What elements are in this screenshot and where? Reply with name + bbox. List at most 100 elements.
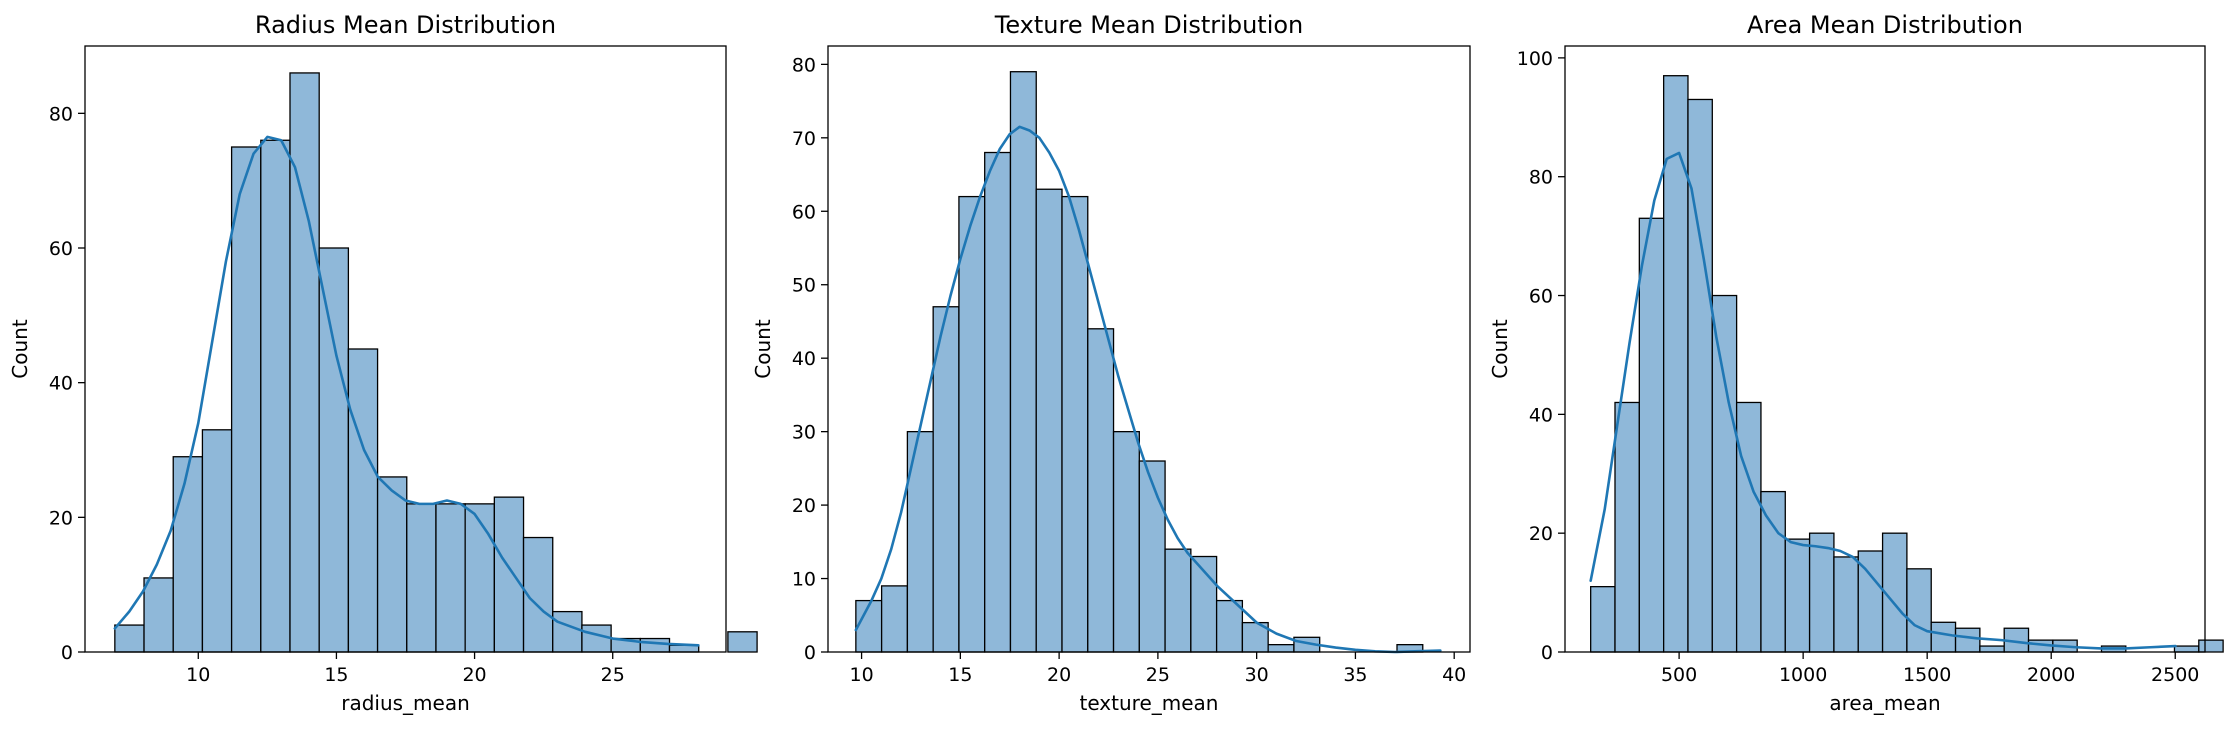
histogram-bar <box>1138 460 1166 653</box>
histogram-bar <box>1687 98 1713 653</box>
x-axis-label: radius_mean <box>341 691 470 715</box>
histogram-bar <box>1112 430 1140 653</box>
y-tick-label: 20 <box>49 507 73 529</box>
y-tick-label: 40 <box>1529 404 1553 426</box>
histogram-bar <box>1061 195 1089 653</box>
histogram-bar <box>1711 294 1738 653</box>
histogram-bar <box>1979 645 2005 653</box>
y-tick-label: 40 <box>792 348 816 370</box>
histogram-bar <box>1930 621 1957 653</box>
x-tick-label: 10 <box>849 664 873 686</box>
histogram-bar <box>1638 217 1665 653</box>
histogram-bar <box>1614 401 1640 653</box>
y-axis-label: Count <box>751 319 775 379</box>
histogram-bar <box>1760 490 1786 653</box>
histogram-bar <box>2198 639 2224 653</box>
x-tick-label: 15 <box>948 664 972 686</box>
histogram-bar <box>201 429 233 653</box>
histogram-bar <box>230 146 262 653</box>
x-tick-label: 40 <box>1442 664 1466 686</box>
histogram-bar <box>376 476 408 653</box>
axes-frame <box>1564 45 2206 653</box>
histogram-bar <box>493 496 525 653</box>
y-tick-label: 80 <box>1529 167 1553 189</box>
x-axis-label: area_mean <box>1829 691 1940 715</box>
y-tick-label: 60 <box>792 201 816 223</box>
histogram-bar <box>1164 548 1192 653</box>
histogram-bar <box>347 348 379 653</box>
y-tick-label: 80 <box>792 54 816 76</box>
histogram-bar <box>464 503 496 653</box>
x-tick-label: 35 <box>1343 664 1367 686</box>
y-tick-label: 0 <box>61 642 73 664</box>
histogram-bar <box>932 306 960 653</box>
histogram-bar <box>1267 644 1295 653</box>
histogram-bar <box>1735 401 1762 653</box>
chart-title: Texture Mean Distribution <box>994 11 1304 39</box>
chart-title: Radius Mean Distribution <box>255 11 556 39</box>
axes-frame <box>827 45 1471 653</box>
histogram-bar <box>260 139 291 653</box>
kde-curve <box>854 125 1442 654</box>
histogram-bar <box>172 456 204 653</box>
histogram-bar <box>2173 645 2200 653</box>
x-axis-label: texture_mean <box>1080 691 1219 715</box>
y-tick-label: 30 <box>792 422 816 444</box>
x-tick-label: 1000 <box>1779 664 1827 686</box>
histogram-bar <box>1662 75 1689 653</box>
x-tick-label: 10 <box>186 664 210 686</box>
y-tick-label: 0 <box>1541 642 1553 664</box>
histogram-bar <box>581 624 612 653</box>
x-tick-label: 25 <box>1146 664 1170 686</box>
histogram-bar <box>1035 188 1063 653</box>
histogram-bar <box>114 624 145 653</box>
radius-mean-histogram: 10 15 20 25 0 20 40 60 80 Radius Mean Distributio… <box>8 11 758 715</box>
histogram-bar <box>1808 532 1835 653</box>
x-tick-label: 2500 <box>2151 664 2199 686</box>
histogram-bar <box>435 503 466 653</box>
y-tick-label: 80 <box>49 103 73 125</box>
histogram-bar <box>1087 328 1115 653</box>
y-tick-label: 10 <box>792 569 816 591</box>
texture-mean-histogram: 10 15 20 25 30 35 40 0 10 20 30 40 50 60 70 80 Texture M… <box>751 11 1471 715</box>
histogram-bar <box>958 195 986 653</box>
histogram-bar <box>552 610 583 653</box>
x-tick-label: 500 <box>1661 664 1697 686</box>
histogram-bar <box>406 503 437 653</box>
histogram-bar <box>639 637 671 653</box>
histogram-bar <box>1954 627 1981 653</box>
y-tick-label: 20 <box>1529 523 1553 545</box>
histogram-bar <box>1833 556 1859 653</box>
y-tick-label: 60 <box>1529 286 1553 308</box>
histogram-bar <box>1215 599 1244 653</box>
y-axis-label: Count <box>1488 319 1512 379</box>
x-tick-label: 20 <box>462 664 486 686</box>
histogram-bar <box>1906 568 1932 653</box>
x-tick-label: 15 <box>324 664 348 686</box>
y-tick-label: 70 <box>792 128 816 150</box>
x-tick-label: 20 <box>1047 664 1071 686</box>
y-axis-label: Count <box>8 319 32 379</box>
axes-frame <box>84 45 727 653</box>
y-tick-label: 50 <box>792 275 816 297</box>
y-tick-label: 0 <box>804 642 816 664</box>
kde-curve <box>1589 151 2177 650</box>
chart-title: Area Mean Distribution <box>1747 11 2023 39</box>
y-tick-label: 60 <box>49 238 73 260</box>
x-tick-label: 2000 <box>2027 664 2075 686</box>
y-tick-label: 20 <box>792 495 816 517</box>
histogram-bar <box>880 585 909 653</box>
area-mean-histogram: 500 1000 1500 2000 2500 0 20 40 60 80 100 Area Mean… <box>1488 11 2224 715</box>
histogram-bar <box>1590 585 1616 653</box>
histogram-bar <box>1009 71 1037 653</box>
histogram-bar <box>984 151 1012 653</box>
histogram-bar <box>143 577 174 653</box>
histogram-bar <box>1784 538 1811 653</box>
kde-curve <box>113 135 700 647</box>
y-tick-label: 40 <box>49 373 73 395</box>
histogram-bar <box>318 247 350 653</box>
histogram-bar <box>727 631 758 653</box>
y-tick-label: 100 <box>1517 48 1553 70</box>
x-tick-label: 30 <box>1245 664 1269 686</box>
